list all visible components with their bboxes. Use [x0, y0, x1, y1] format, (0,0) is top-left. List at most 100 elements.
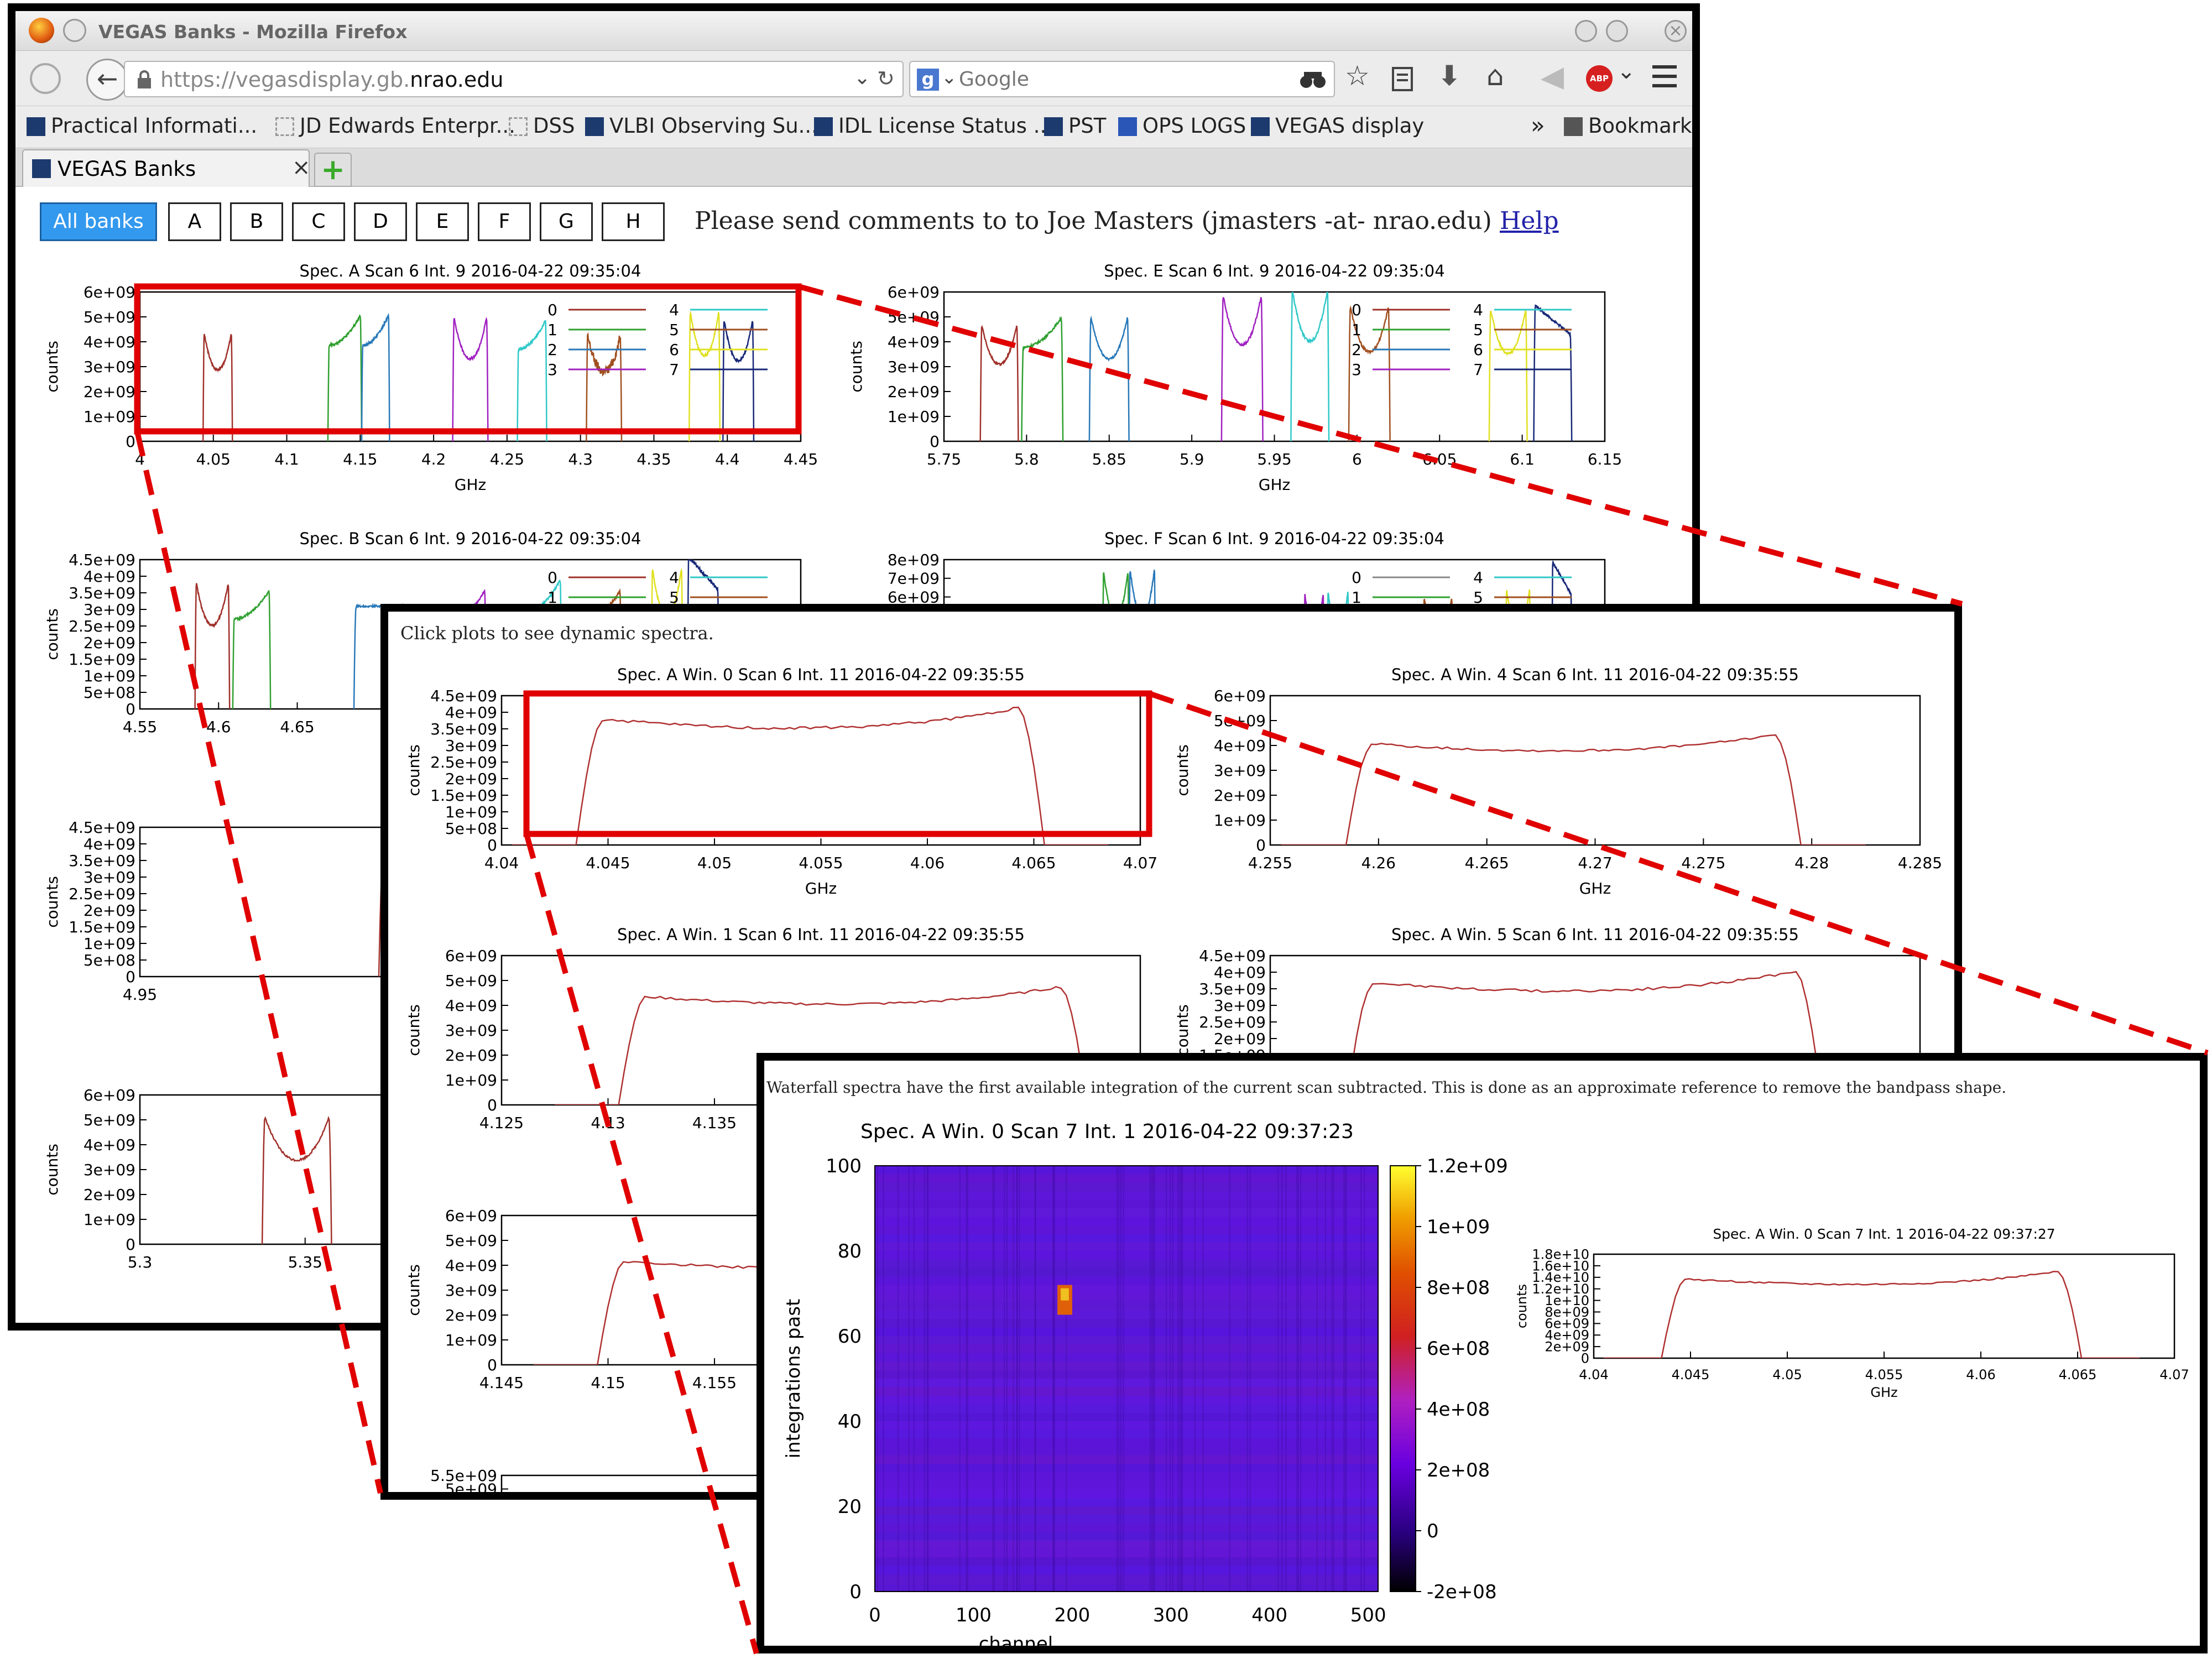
chevron-down-icon[interactable]: ⌄	[941, 66, 957, 88]
search-bar[interactable]: g ⌄	[909, 61, 1335, 97]
firefox-logo-icon	[29, 18, 54, 43]
y-tick-label: 6e+09	[84, 283, 135, 301]
search-input[interactable]	[959, 65, 1269, 93]
back-button[interactable]: ←	[86, 59, 128, 101]
bank-g-button[interactable]: G	[540, 202, 593, 241]
bank-c-button[interactable]: C	[292, 202, 345, 241]
bookmark-item[interactable]: OPS LOGS	[1118, 114, 1246, 138]
bank-f-button[interactable]: F	[478, 202, 531, 241]
x-tick-label: 5.95	[1257, 450, 1291, 468]
minimize-icon[interactable]	[1575, 20, 1597, 42]
y-tick-label: 2.5e+09	[1199, 1013, 1266, 1031]
y-tick-label: 4e+09	[445, 703, 497, 722]
x-tick-label: 4.04	[1579, 1367, 1608, 1383]
bookmark-item[interactable]: PST	[1044, 114, 1106, 138]
legend-label: 0	[547, 568, 557, 587]
bookmark-item[interactable]: VEGAS display	[1251, 114, 1424, 138]
bookmarks-menu-button[interactable]: Bookmarks	[1564, 114, 1692, 138]
binoculars-icon[interactable]	[1300, 70, 1326, 90]
series-line-spectrum	[1603, 1271, 2140, 1358]
new-tab-button[interactable]: +	[314, 153, 352, 187]
maximize-icon[interactable]	[1606, 20, 1628, 42]
download-icon[interactable]: ⬇	[1438, 60, 1461, 92]
home-icon[interactable]: ⌂	[1486, 60, 1504, 92]
y-tick-label: 6e+09	[445, 1207, 497, 1225]
bank-b-button[interactable]: B	[230, 202, 283, 241]
nrao-favicon-icon	[1044, 117, 1063, 136]
waterfall-row	[875, 1166, 1378, 1175]
x-tick-label: 4.135	[692, 1114, 737, 1132]
window-menu-icon[interactable]	[63, 19, 86, 42]
waterfall-row	[875, 1379, 1378, 1387]
waterfall-row	[875, 1199, 1378, 1209]
title-bar: VEGAS Banks - Mozilla Firefox ×	[15, 11, 1692, 51]
y-tick-label: 4e+09	[1545, 1328, 1589, 1343]
waterfall-row	[875, 1225, 1378, 1234]
plot-frame	[139, 291, 802, 442]
legend-label: 3	[547, 361, 557, 379]
bank-d-button[interactable]: D	[354, 202, 407, 241]
search-engine-icon[interactable]: g	[917, 69, 939, 91]
y-tick-label: 4.5e+09	[69, 818, 135, 837]
bookmark-item[interactable]: DSS	[509, 114, 575, 138]
x-tick-label: 4.065	[1011, 854, 1056, 872]
hamburger-menu-icon[interactable]	[1652, 65, 1677, 87]
reading-list-icon[interactable]	[1391, 66, 1413, 92]
tab-bar: VEGAS Banks × +	[15, 148, 1692, 187]
y-axis-label: integrations past	[782, 1299, 805, 1459]
bookmark-item[interactable]: Practical Informati...	[27, 114, 257, 138]
y-tick-label: 6e+09	[1214, 687, 1266, 705]
tab-label: VEGAS Banks	[58, 157, 196, 181]
waterfall-row	[875, 1387, 1378, 1396]
zoom-spectrum-plot[interactable]: Spec. A Win. 0 Scan 7 Int. 1 2016-04-22 …	[1511, 1221, 2200, 1404]
spec-a-plot[interactable]: Spec. A Scan 6 Int. 9 2016-04-22 09:35:0…	[38, 253, 834, 497]
bookmark-star-icon[interactable]: ☆	[1345, 60, 1370, 92]
x-tick-label: 300	[1153, 1604, 1189, 1626]
x-tick-label: 4.28	[1794, 854, 1829, 872]
spec-e-plot[interactable]: Spec. E Scan 6 Int. 9 2016-04-22 09:35:0…	[842, 253, 1638, 497]
waterfall-plot[interactable]: Spec. A Win. 0 Scan 7 Int. 1 2016-04-22 …	[770, 1105, 1544, 1646]
y-axis-label: counts	[1173, 1004, 1192, 1056]
x-tick-label: 4.25	[490, 450, 524, 468]
x-tick-label: 4.6	[206, 718, 231, 736]
legend-label: 5	[669, 588, 679, 607]
bookmark-item[interactable]: JD Edwards Enterpr...	[275, 114, 515, 138]
close-window-icon[interactable]: ×	[1665, 20, 1687, 42]
win-4-plot[interactable]: Spec. A Win. 4 Scan 6 Int. 11 2016-04-22…	[1168, 657, 1953, 900]
bookmarks-overflow-button[interactable]: »	[1531, 112, 1545, 139]
legend-label: 4	[1473, 568, 1483, 587]
waterfall-note: Waterfall spectra have the first availab…	[766, 1078, 2007, 1097]
chart-title: Spec. A Win. 0 Scan 7 Int. 1 2016-04-22 …	[860, 1120, 1354, 1143]
bank-a-button[interactable]: A	[168, 202, 221, 241]
x-axis-label: GHz	[805, 879, 837, 898]
chevron-down-icon[interactable]: ⌄	[1617, 59, 1636, 84]
bank-e-button[interactable]: E	[416, 202, 469, 241]
win-0-plot[interactable]: Spec. A Win. 0 Scan 6 Int. 11 2016-04-22…	[399, 657, 1173, 900]
bank-h-button[interactable]: H	[602, 202, 665, 241]
ops-logs-icon	[1118, 117, 1137, 136]
url-dropdown-icon[interactable]: ⌄	[854, 66, 871, 89]
y-tick-label: 1e+09	[84, 408, 135, 426]
chart-title: Spec. A Win. 4 Scan 6 Int. 11 2016-04-22…	[1391, 665, 1799, 684]
adblock-icon[interactable]: ABP	[1586, 65, 1613, 92]
x-tick-label: 4.285	[1898, 854, 1942, 872]
reload-icon[interactable]: ↻	[877, 66, 895, 91]
waterfall-row	[875, 1455, 1378, 1464]
chart-title: Spec. F Scan 6 Int. 9 2016-04-22 09:35:0…	[1104, 529, 1444, 548]
y-tick-label: 3e+09	[84, 1161, 135, 1179]
bookmarks-icon	[1564, 117, 1583, 136]
bookmark-item[interactable]: VLBI Observing Su...	[585, 114, 818, 138]
url-bar[interactable]: https://vegasdisplay.gb.nrao.edu ⌄ ↻	[124, 61, 904, 97]
bookmark-item[interactable]: IDL License Status ...	[814, 114, 1053, 138]
y-tick-label: 0	[126, 700, 135, 718]
help-link[interactable]: Help	[1500, 207, 1559, 235]
legend-label: 6	[1473, 341, 1483, 359]
tab-vegas-banks[interactable]: VEGAS Banks ×	[22, 149, 311, 187]
all-banks-button[interactable]: All banks	[40, 202, 157, 241]
x-tick-label: 4.07	[1123, 854, 1157, 872]
history-icon[interactable]	[30, 63, 61, 94]
x-tick-label: 4.255	[1248, 854, 1292, 872]
tab-close-icon[interactable]: ×	[292, 155, 311, 180]
send-icon[interactable]	[1540, 66, 1565, 91]
padlock-icon	[138, 70, 151, 88]
